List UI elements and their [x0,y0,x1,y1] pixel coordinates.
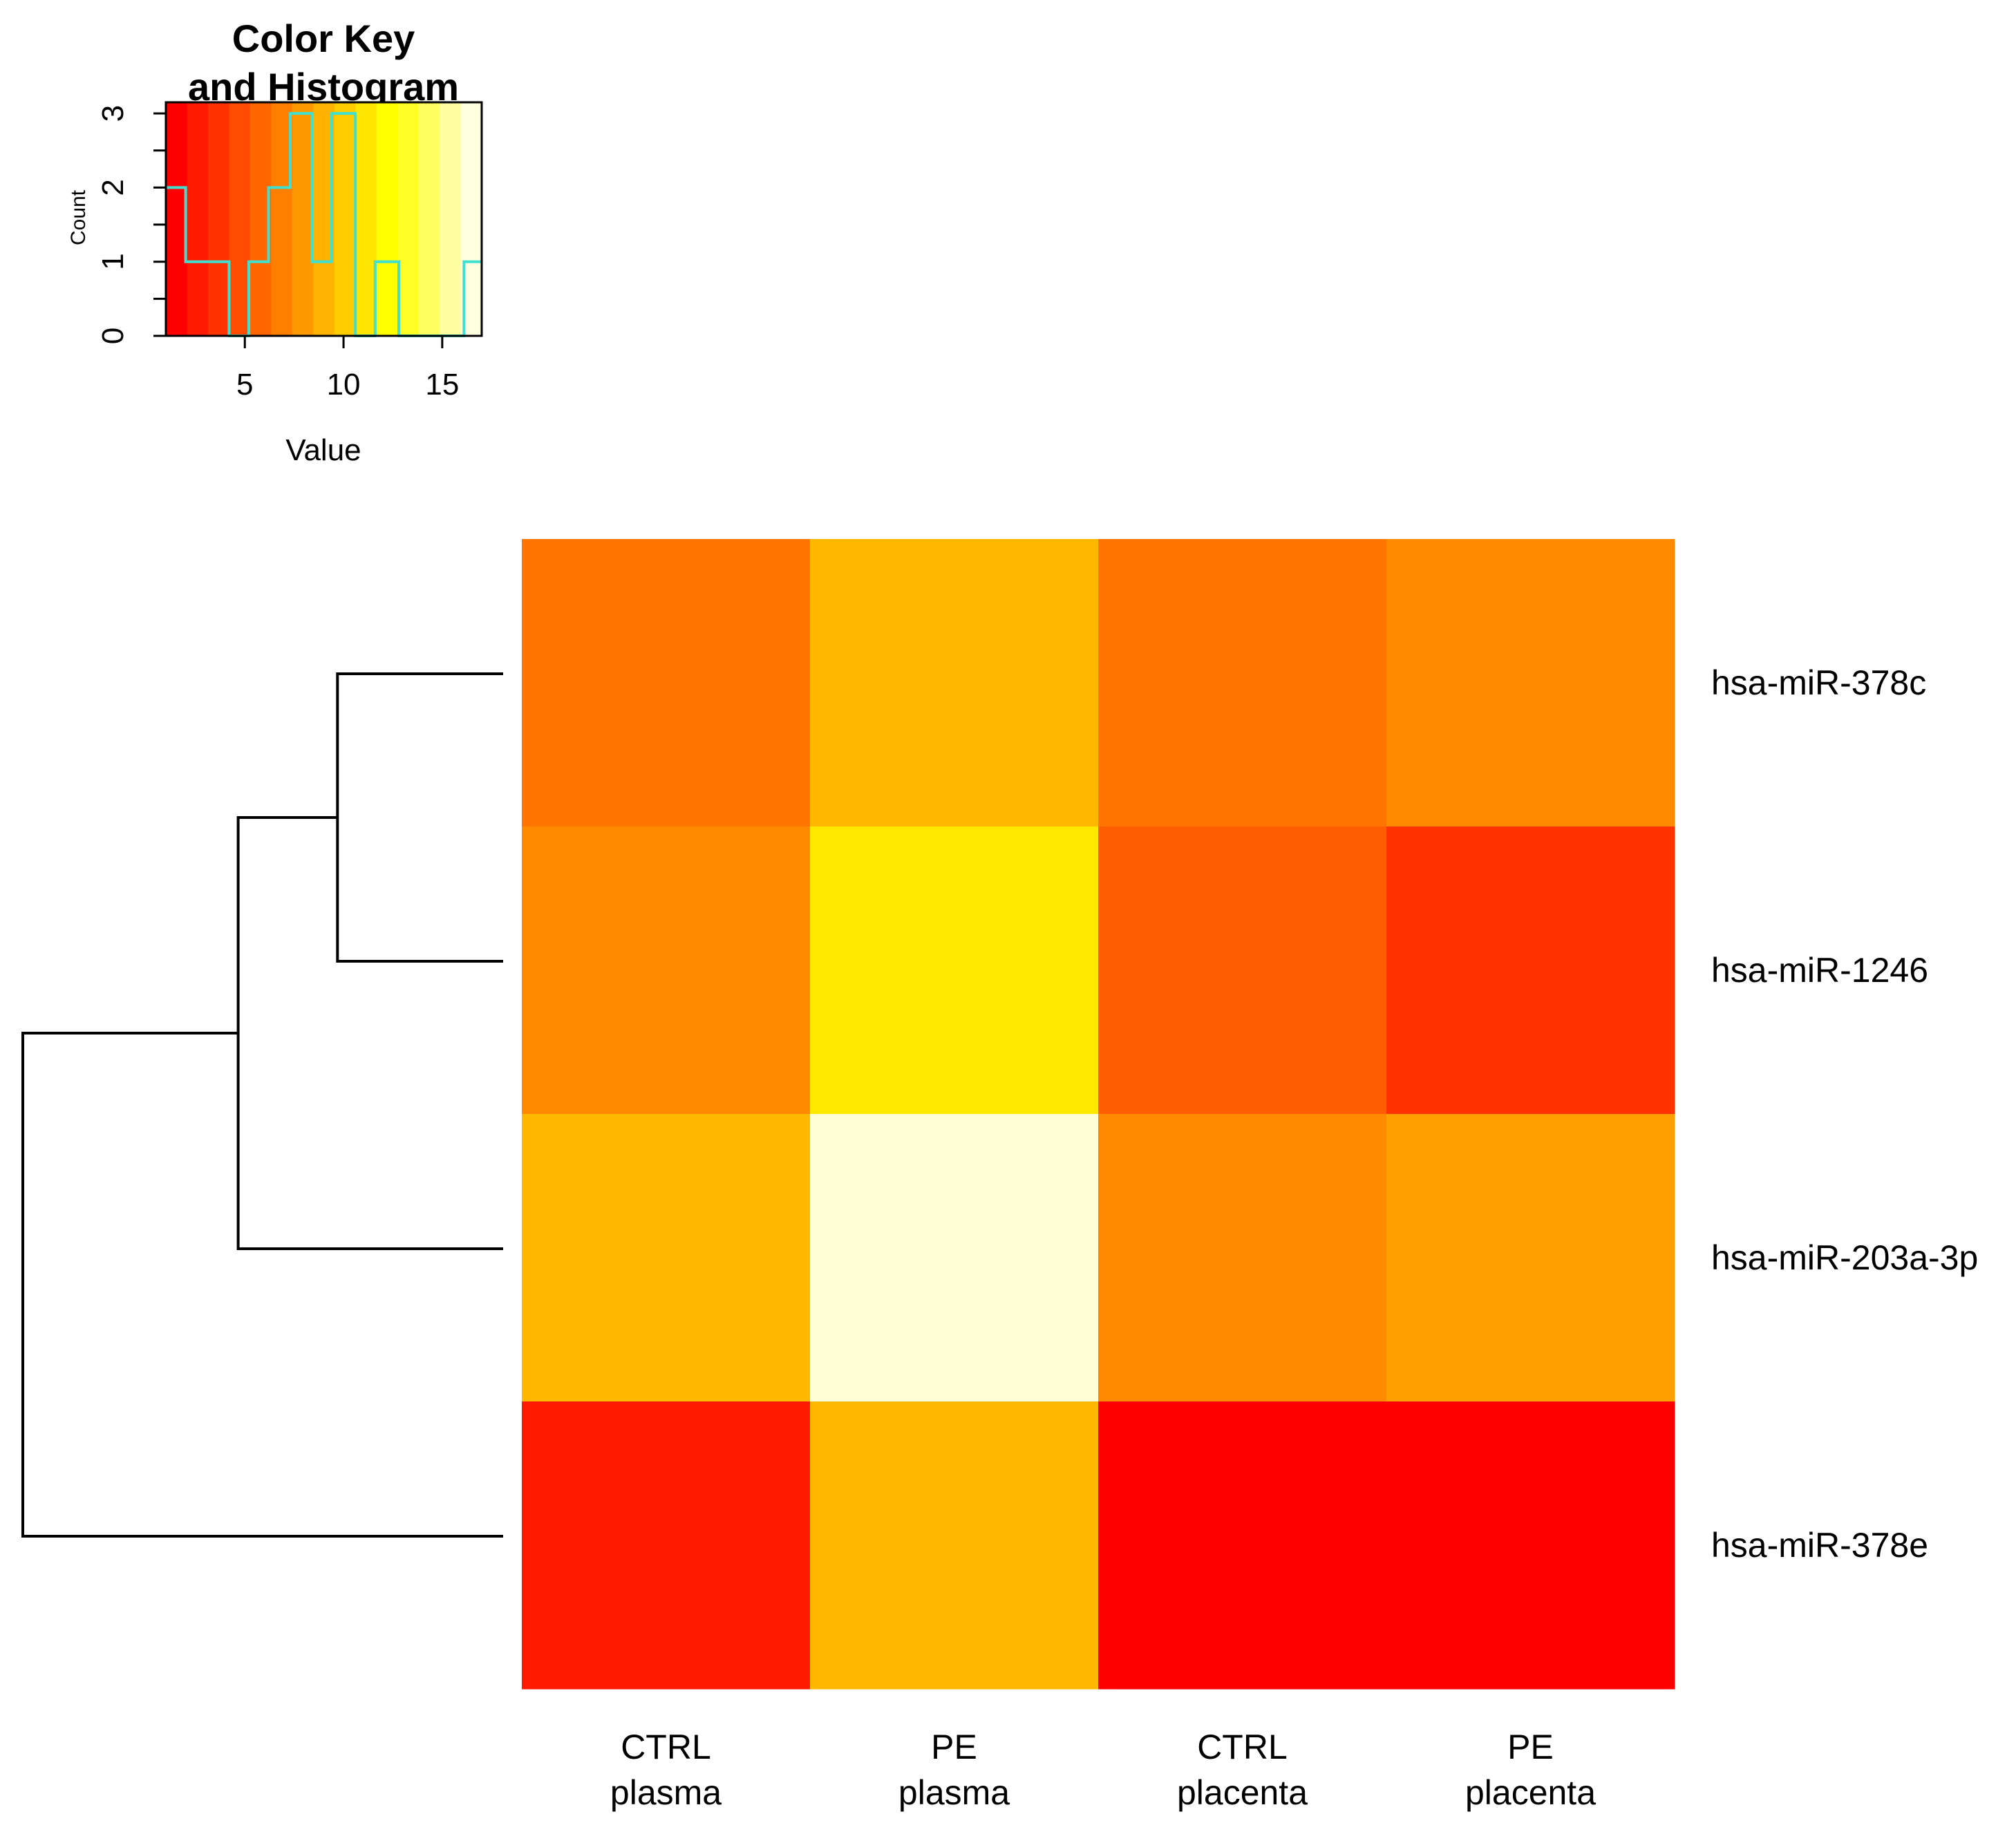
column-label-line1: PE [1507,1728,1554,1766]
heatmap-cell [522,827,811,1115]
color-key-strip [207,102,229,336]
color-key-strip [376,102,398,336]
heatmap-cell [1098,1401,1387,1690]
heatmap-cell [1098,1114,1387,1402]
color-key-y-ticks: 0 1 2 3 [96,105,166,344]
color-key-strip [440,102,462,336]
heatmap-cell [810,1401,1099,1690]
heatmap-grid [522,539,1675,1690]
heatmap-cell [1386,539,1675,827]
row-label: hsa-miR-1246 [1711,951,1928,990]
color-key-x-tick-label: 5 [236,368,253,402]
heatmap-cell [810,827,1099,1115]
heatmap-cell [1386,1401,1675,1690]
color-key-x-ticks: 5 10 15 [236,336,459,402]
color-key-frame [164,101,483,337]
heatmap-cell [522,1114,811,1402]
color-key-y-tick-label: 3 [96,105,130,122]
column-label-line2: placenta [1465,1773,1596,1812]
color-key-strip [292,102,314,336]
heatmap-cell [522,539,811,827]
row-label: hsa-miR-378e [1711,1526,1928,1565]
dendrogram-branch [21,1032,503,1538]
color-key-strip [397,102,420,336]
dendrogram-branch [336,672,503,963]
color-key-strip [334,102,356,336]
column-label-line2: plasma [898,1773,1010,1812]
column-labels: CTRL plasma PE plasma CTRL placenta PE placenta [610,1728,1596,1812]
heatmap-cell [1098,539,1387,827]
heatmap-cell [1386,827,1675,1115]
color-key-strip [166,102,188,336]
row-labels: hsa-miR-378c hsa-miR-1246 hsa-miR-203a-3p h… [1711,663,1978,1565]
color-key-axes [164,101,483,337]
column-label-line2: plasma [610,1773,722,1812]
heatmap-cell [1386,1114,1675,1402]
color-key-strip [418,102,440,336]
color-key-y-tick-label: 2 [96,179,130,196]
color-key-y-tick-label: 1 [96,253,130,270]
color-key-y-axis-label: Count [67,189,90,245]
color-key-strip [187,102,209,336]
column-label-line1: PE [931,1728,977,1766]
row-dendrogram [21,672,503,1538]
color-key-x-axis-label: Value [285,433,361,467]
color-key-y-tick-label: 0 [96,328,130,344]
color-key-x-tick-label: 15 [425,368,459,402]
heatmap-cell [810,539,1099,827]
column-label-line2: placenta [1177,1773,1308,1812]
dendrogram-branch [236,816,503,1250]
row-label: hsa-miR-203a-3p [1711,1238,1978,1277]
color-key-gradient [166,102,482,336]
heatmap-cell [1098,827,1387,1115]
color-key-strip [355,102,377,336]
heatmap-cell [810,1114,1099,1402]
heatmap-cell [522,1401,811,1690]
column-label-line1: CTRL [1197,1728,1288,1766]
color-key-x-tick-label: 10 [327,368,361,402]
row-label: hsa-miR-378c [1711,663,1926,702]
column-label-line1: CTRL [621,1728,711,1766]
color-key-strip [229,102,251,336]
color-key-title-line1: Color Key [232,17,415,60]
